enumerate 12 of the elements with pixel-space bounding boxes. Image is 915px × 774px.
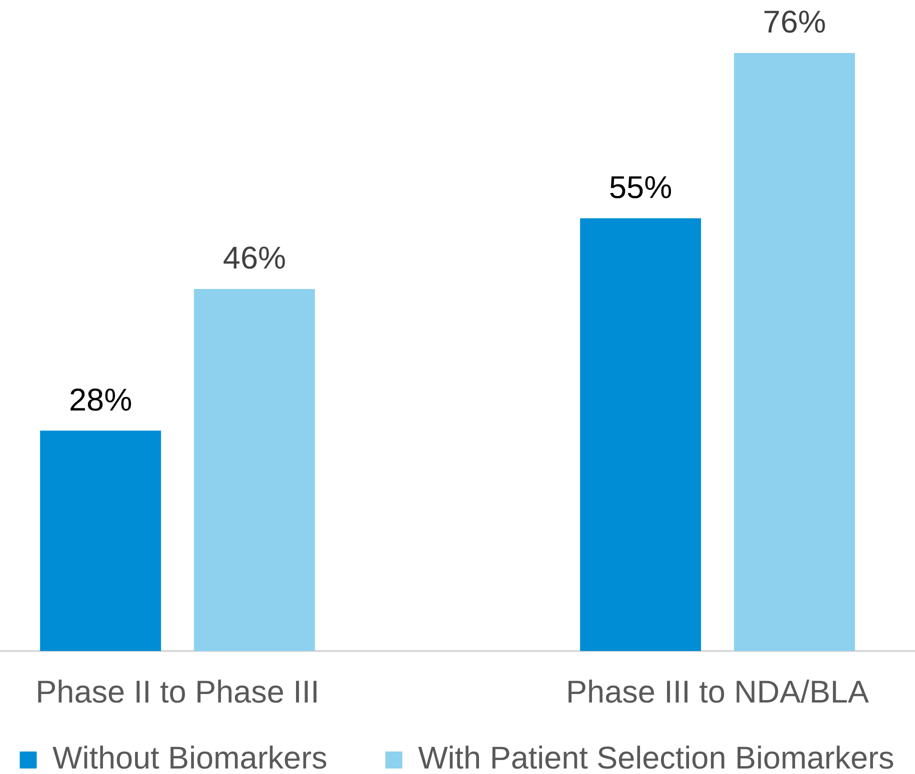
legend-label: Without Biomarkers: [52, 740, 328, 774]
bar: [40, 430, 162, 651]
data-label: 28%: [69, 381, 132, 418]
x-tick-label: Phase II to Phase III: [36, 674, 320, 710]
bar: [194, 289, 315, 651]
bar: [580, 218, 702, 651]
x-tick-label: Phase III to NDA/BLA: [566, 674, 869, 710]
data-label: 55%: [609, 168, 672, 205]
bar: [734, 53, 855, 651]
legend-label: With Patient Selection Biomarkers: [418, 740, 894, 774]
data-label: 76%: [762, 4, 826, 40]
data-label: 46%: [222, 240, 286, 276]
